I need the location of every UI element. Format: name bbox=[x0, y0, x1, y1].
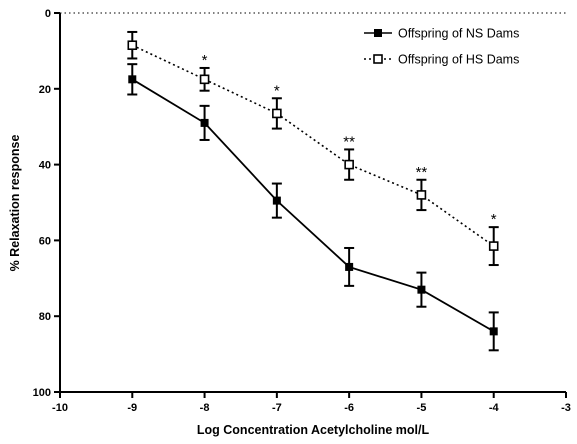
series-2 bbox=[127, 30, 499, 267]
x-tick-label: -8 bbox=[200, 402, 210, 414]
series-line bbox=[131, 78, 495, 333]
data-point bbox=[489, 327, 498, 336]
legend-marker bbox=[374, 29, 382, 37]
x-tick-label: -9 bbox=[127, 402, 137, 414]
significance-marker: * bbox=[274, 82, 280, 99]
data-point bbox=[417, 285, 426, 294]
x-tick-label: -3 bbox=[561, 402, 571, 414]
data-point bbox=[344, 159, 354, 170]
y-tick-label: 20 bbox=[39, 84, 51, 96]
legend-label: Offspring of HS Dams bbox=[398, 53, 519, 67]
y-tick-label: 60 bbox=[39, 235, 51, 247]
significance-marker: * bbox=[491, 211, 497, 228]
data-point bbox=[345, 262, 354, 271]
legend-label: Offspring of NS Dams bbox=[398, 27, 519, 41]
x-axis-title: Log Concentration Acetylcholine mol/L bbox=[197, 423, 430, 437]
data-point bbox=[200, 118, 209, 127]
x-tick-label: -10 bbox=[52, 402, 68, 414]
data-point bbox=[416, 190, 427, 200]
significance-marker: * bbox=[202, 52, 208, 69]
data-point bbox=[488, 241, 499, 251]
y-tick-label: 80 bbox=[39, 311, 51, 323]
legend: Offspring of NS Dams Offspring of HS Dams bbox=[364, 27, 519, 67]
data-point bbox=[127, 40, 138, 51]
data-point bbox=[128, 75, 137, 84]
series-line bbox=[131, 44, 495, 247]
x-tick-label: -4 bbox=[489, 402, 500, 414]
x-tick-label: -7 bbox=[272, 402, 282, 414]
x-tick-label: -6 bbox=[344, 402, 354, 414]
y-axis-title: % Relaxation response bbox=[8, 135, 22, 272]
y-tick-label: 100 bbox=[33, 387, 51, 399]
y-tick-label: 40 bbox=[39, 160, 51, 172]
x-tick-label: -5 bbox=[417, 402, 427, 414]
series-1 bbox=[127, 63, 499, 352]
significance-marker: ** bbox=[416, 164, 428, 181]
significance-marker: ** bbox=[343, 133, 355, 150]
data-point bbox=[272, 196, 281, 205]
legend-marker bbox=[373, 54, 383, 64]
data-point bbox=[199, 74, 210, 85]
data-point bbox=[272, 108, 282, 119]
y-tick-label: 0 bbox=[45, 8, 51, 20]
